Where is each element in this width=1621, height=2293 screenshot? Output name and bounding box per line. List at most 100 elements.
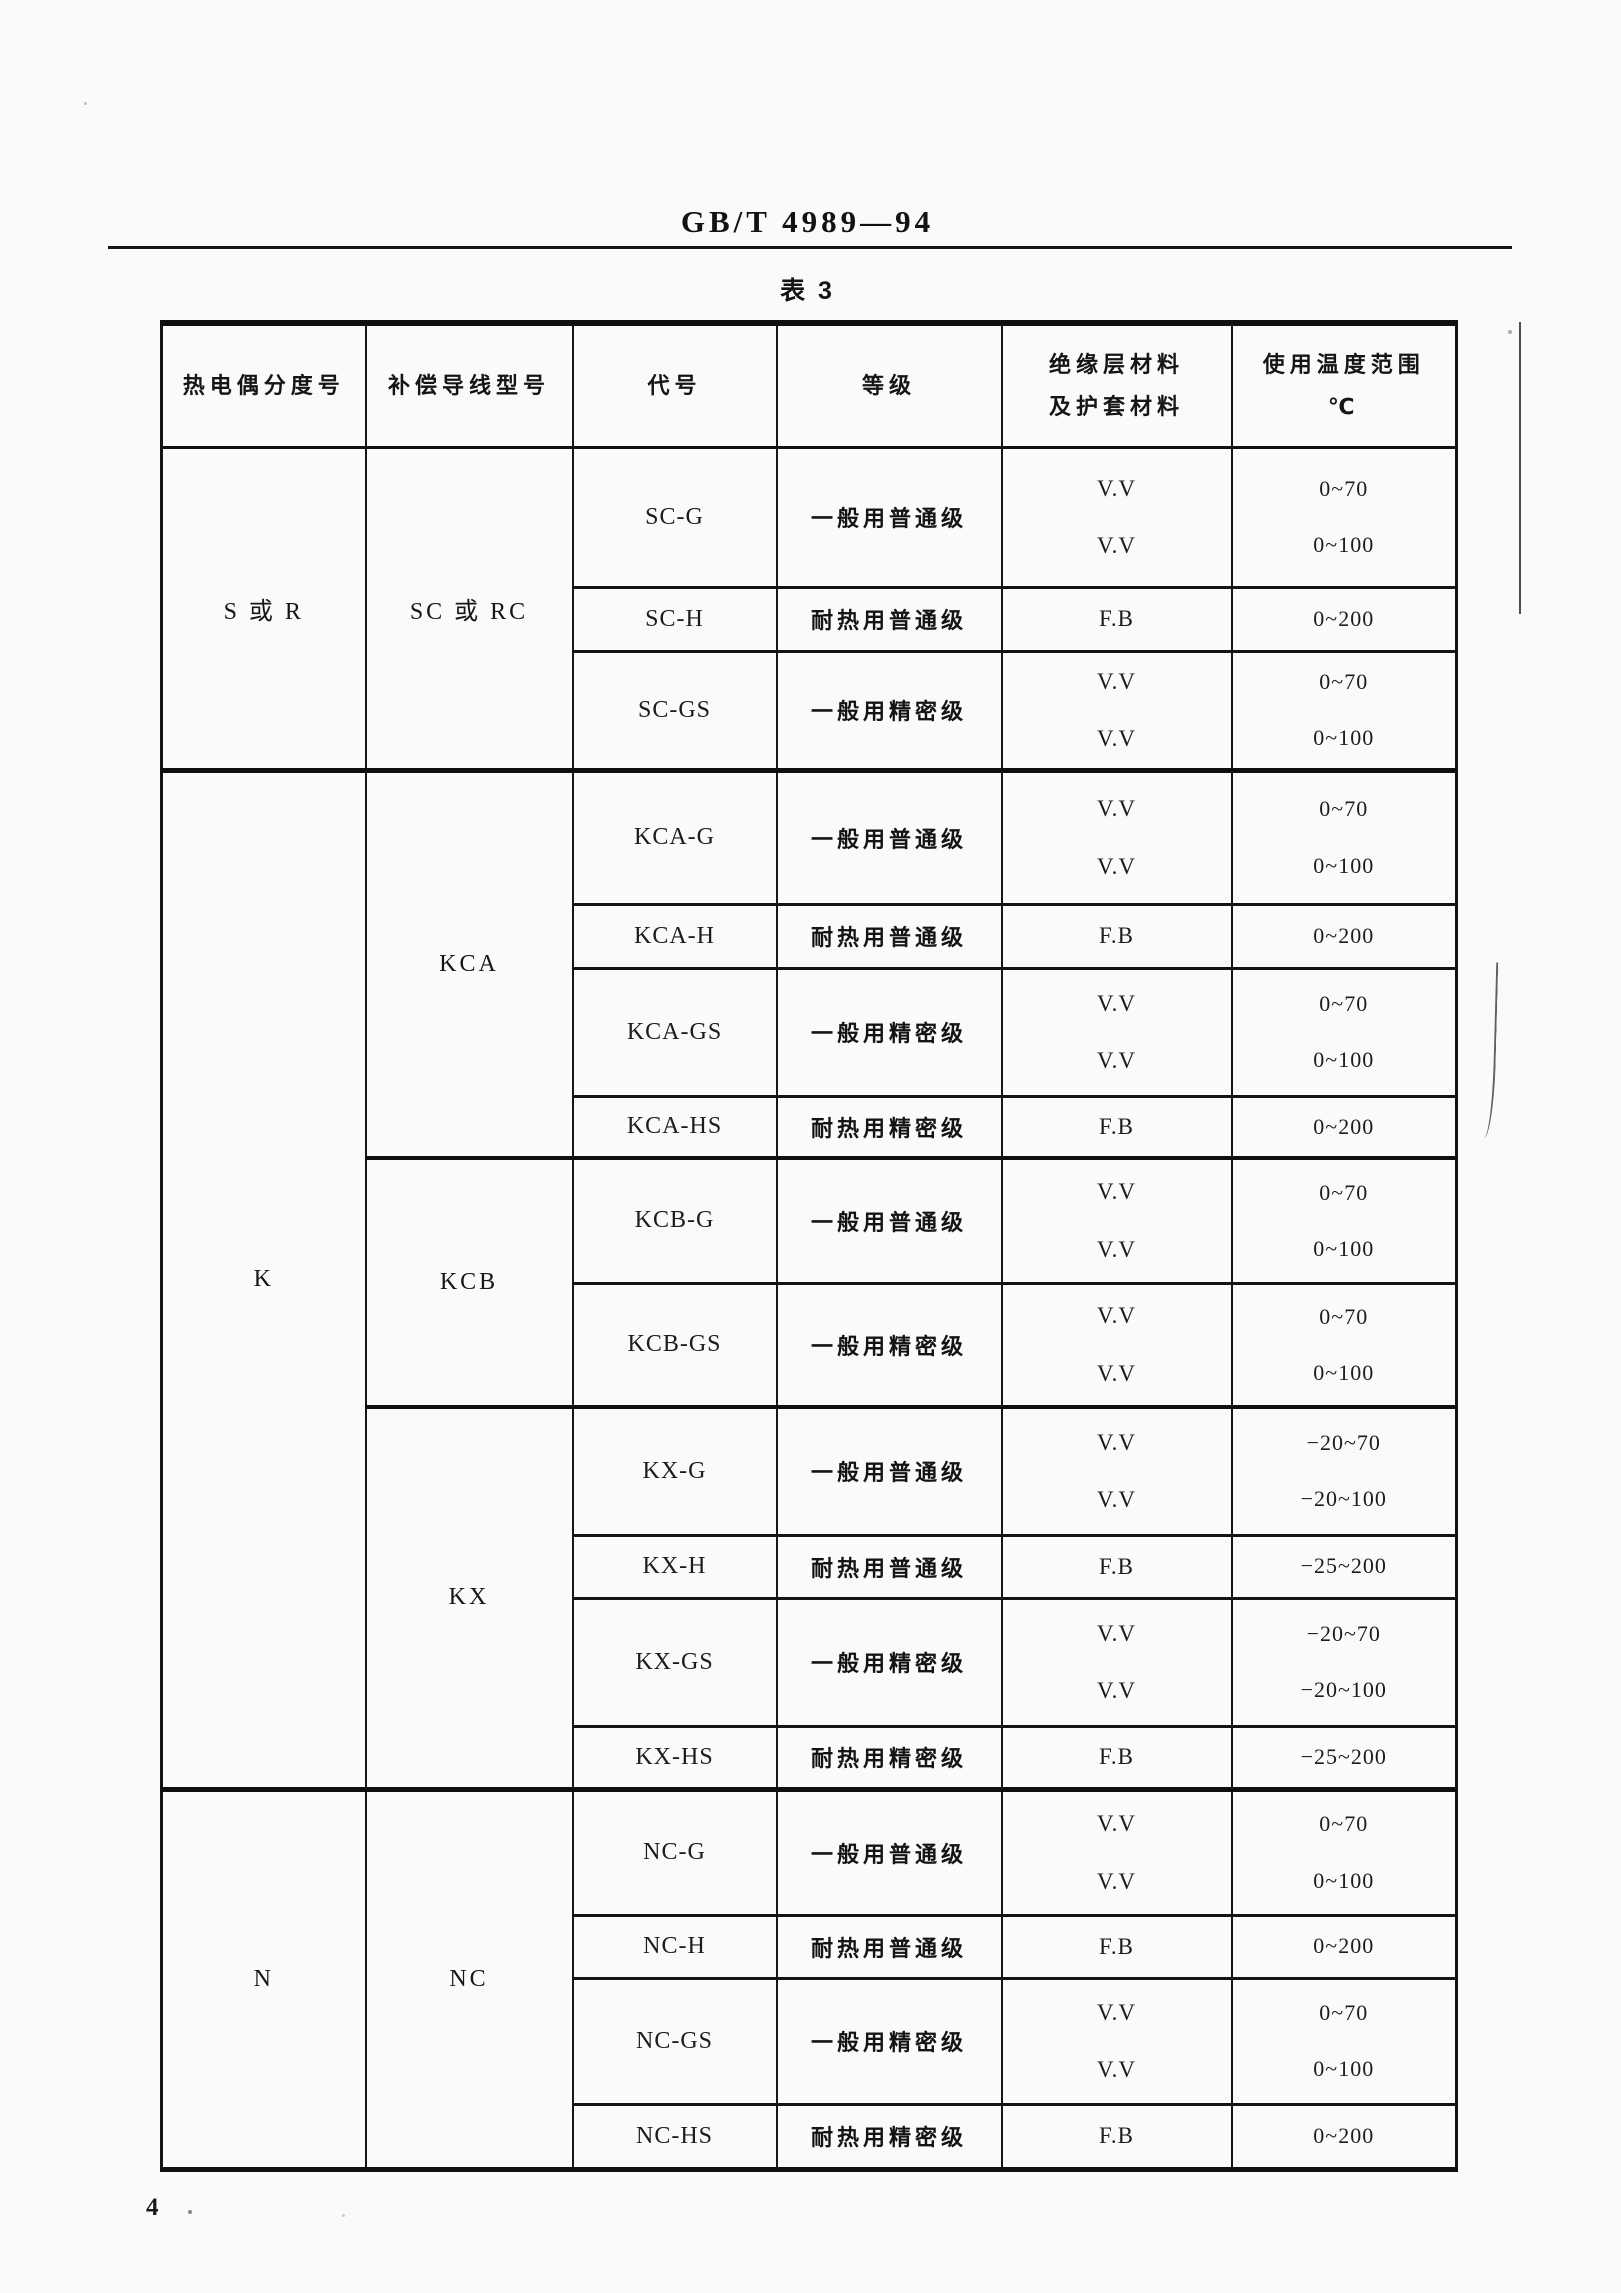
standard-code: GB/T 4989—94 <box>680 204 935 239</box>
col-header-graduation: 热电偶分度号 <box>160 322 367 449</box>
cell-model: SC 或 RC <box>364 446 574 771</box>
cell-range: 0~200 <box>1230 585 1458 652</box>
cell-material: F.B <box>1000 1913 1233 1979</box>
cell-material: V.V V.V <box>1000 1405 1233 1536</box>
header-rule <box>108 246 1512 249</box>
cell-material: F.B <box>1000 1094 1233 1159</box>
table-row: SC-GS 一般用精密级 V.V V.V 0~70 0~100 <box>162 649 1458 771</box>
cell-grade: 一般用普通级 <box>775 767 1003 905</box>
cell-model: NC <box>364 1786 574 2170</box>
cell-code: KX-H <box>571 1533 778 1599</box>
cell-range: 0~70 0~100 <box>1230 1976 1458 2105</box>
cell-material: F.B <box>1000 2102 1233 2170</box>
cell-graduation: S 或 R <box>160 446 367 771</box>
cell-material: V.V V.V <box>1000 1976 1233 2105</box>
cell-grade: 一般用普通级 <box>775 1786 1003 1916</box>
page-number: 4 <box>146 2194 159 2221</box>
cell-range: 0~70 0~100 <box>1230 649 1458 771</box>
cell-range: 0~70 0~100 <box>1230 767 1458 905</box>
cell-grade: 耐热用精密级 <box>775 1094 1003 1159</box>
table-row: KCA-H 耐热用普通级 F.B 0~200 <box>162 902 1458 969</box>
cell-range: 0~70 0~100 <box>1230 1786 1458 1916</box>
scan-dot <box>342 2214 345 2217</box>
cell-grade: 耐热用精密级 <box>775 1724 1003 1790</box>
table-row: KCA-HS 耐热用精密级 F.B 0~200 <box>162 1094 1458 1159</box>
cell-code: KX-G <box>571 1405 778 1536</box>
cell-material: F.B <box>1000 1724 1233 1790</box>
cell-code: NC-HS <box>571 2102 778 2170</box>
cell-range: −25~200 <box>1230 1533 1458 1599</box>
cell-material: V.V V.V <box>1000 1156 1233 1284</box>
cell-grade: 一般用普通级 <box>775 445 1003 588</box>
cell-material: V.V V.V <box>1000 649 1233 771</box>
cell-model: KCA <box>364 767 574 1159</box>
table-row: NC-HS 耐热用精密级 F.B 0~200 <box>162 2102 1458 2170</box>
cell-grade: 一般用普通级 <box>775 1405 1003 1536</box>
table-row: K KCA KCA-G 一般用普通级 V.V V.V 0~70 0~100 <box>160 767 1458 1790</box>
cell-code: NC-G <box>571 1786 778 1916</box>
cell-code: SC-H <box>571 585 778 652</box>
col-header-grade: 等级 <box>775 322 1003 449</box>
cell-grade: 一般用精密级 <box>775 966 1003 1097</box>
cell-code: KX-GS <box>571 1596 778 1727</box>
cell-material: V.V V.V <box>1000 767 1233 905</box>
cell-material: F.B <box>1000 1533 1233 1599</box>
cell-grade: 耐热用普通级 <box>775 1913 1003 1979</box>
table-row: N NC NC-G 一般用普通级 V.V V.V 0~70 0~100 <box>160 1786 1458 2170</box>
table-row: SC-H 耐热用普通级 F.B 0~200 <box>162 585 1458 652</box>
scan-dot <box>84 102 87 105</box>
table-row: KX KX-G 一般用普通级 V.V V.V −20~70 −20~100 <box>162 1405 1458 1790</box>
col-header-model: 补偿导线型号 <box>364 322 574 449</box>
cell-material: F.B <box>1000 585 1233 652</box>
cell-range: 0~200 <box>1230 1913 1458 1979</box>
scan-artifact-curve <box>1479 961 1499 1139</box>
col-header-material: 绝缘层材料 及护套材料 <box>1000 322 1233 449</box>
cell-code: KCA-H <box>571 902 778 969</box>
spec-table: 热电偶分度号 补偿导线型号 代号 等级 绝缘层材料 及护套材料 使用温度范围 ℃… <box>160 320 1458 2172</box>
cell-range: −20~70 −20~100 <box>1230 1596 1458 1727</box>
cell-code: KCB-GS <box>571 1281 778 1408</box>
cell-code: NC-H <box>571 1913 778 1979</box>
cell-code: SC-G <box>571 445 778 588</box>
cell-grade: 耐热用普通级 <box>775 1533 1003 1599</box>
table-row: NC-GS 一般用精密级 V.V V.V 0~70 0~100 <box>162 1976 1458 2105</box>
cell-code: KCB-G <box>571 1156 778 1284</box>
cell-grade: 一般用精密级 <box>775 1596 1003 1727</box>
cell-code: KCA-GS <box>571 966 778 1097</box>
scan-dot <box>1508 330 1512 334</box>
cell-range: 0~70 0~100 <box>1230 966 1458 1097</box>
cell-material: V.V V.V <box>1000 1786 1233 1916</box>
cell-grade: 耐热用普通级 <box>775 585 1003 652</box>
cell-range: 0~70 0~100 <box>1230 1281 1458 1408</box>
table-row: KCA-GS 一般用精密级 V.V V.V 0~70 0~100 <box>162 966 1458 1097</box>
cell-code: KCA-HS <box>571 1094 778 1159</box>
cell-code: KX-HS <box>571 1724 778 1790</box>
cell-model: KX <box>364 1405 574 1790</box>
col-header-temp-range: 使用温度范围 ℃ <box>1230 322 1458 449</box>
cell-range: −20~70 −20~100 <box>1230 1405 1458 1536</box>
cell-range: 0~200 <box>1230 2102 1458 2170</box>
scan-artifact-line <box>1519 322 1521 614</box>
table-row: KX-GS 一般用精密级 V.V V.V −20~70 −20~100 <box>162 1596 1458 1727</box>
table-row: KX-HS 耐热用精密级 F.B −25~200 <box>162 1724 1458 1790</box>
table-row: S 或 R SC 或 RC SC-G 一般用普通级 V.V V.V 0~70 0… <box>160 445 1458 771</box>
cell-grade: 耐热用精密级 <box>775 2102 1003 2170</box>
cell-material: F.B <box>1000 902 1233 969</box>
cell-range: 0~70 0~100 <box>1230 445 1458 588</box>
table-header-row: 热电偶分度号 补偿导线型号 代号 等级 绝缘层材料 及护套材料 使用温度范围 ℃ <box>160 322 1458 449</box>
cell-grade: 耐热用普通级 <box>775 902 1003 969</box>
table-caption: 表 3 <box>780 277 835 305</box>
scan-dot <box>188 2210 192 2214</box>
cell-grade: 一般用普通级 <box>775 1156 1003 1284</box>
cell-range: 0~200 <box>1230 1094 1458 1159</box>
cell-material: V.V V.V <box>1000 445 1233 588</box>
col-header-code: 代号 <box>571 322 778 449</box>
cell-code: NC-GS <box>571 1976 778 2105</box>
cell-graduation: N <box>160 1786 367 2170</box>
cell-range: 0~70 0~100 <box>1230 1156 1458 1284</box>
cell-model: KCB <box>364 1156 574 1408</box>
table-row: NC-H 耐热用普通级 F.B 0~200 <box>162 1913 1458 1979</box>
table-row: KCB-GS 一般用精密级 V.V V.V 0~70 0~100 <box>162 1281 1458 1408</box>
cell-material: V.V V.V <box>1000 1281 1233 1408</box>
